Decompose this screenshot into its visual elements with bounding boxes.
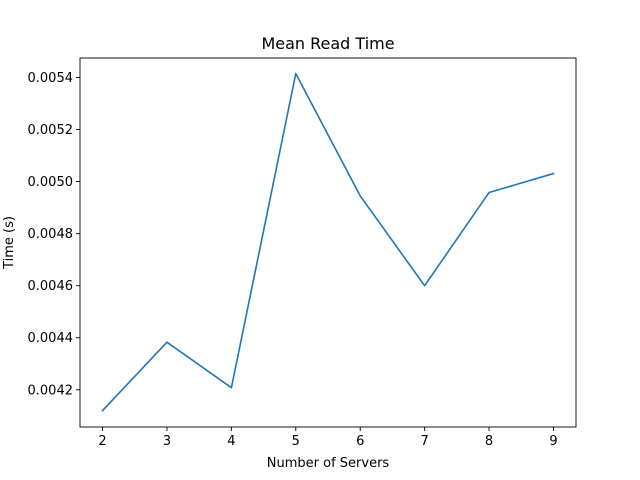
chart-title: Mean Read Time bbox=[261, 34, 394, 53]
x-tick-label: 3 bbox=[163, 434, 171, 449]
data-point bbox=[102, 410, 104, 412]
y-tick-label: 0.0054 bbox=[28, 71, 74, 86]
data-point bbox=[231, 387, 233, 389]
y-tick-label: 0.0048 bbox=[28, 227, 74, 242]
x-tick-label: 8 bbox=[485, 434, 493, 449]
series-line bbox=[101, 72, 555, 412]
y-tick-label: 0.0052 bbox=[28, 123, 74, 138]
x-axis-ticks: 2 3 4 5 6 7 8 9 bbox=[98, 427, 558, 449]
data-point bbox=[488, 192, 490, 194]
x-axis-title: Number of Servers bbox=[267, 456, 390, 471]
x-tick-label: 2 bbox=[98, 434, 106, 449]
plot-area bbox=[79, 57, 577, 428]
data-point bbox=[424, 285, 426, 287]
x-tick-label: 7 bbox=[420, 434, 428, 449]
y-tick-label: 0.0044 bbox=[28, 331, 74, 346]
x-tick-label: 4 bbox=[227, 434, 235, 449]
y-tick-label: 0.0046 bbox=[28, 279, 74, 294]
plot-frame bbox=[79, 57, 577, 428]
y-axis-ticks: 0.0042 0.0044 0.0046 0.0048 0.0050 0.0052 0.00… bbox=[28, 71, 80, 398]
y-tick-label: 0.0042 bbox=[28, 383, 74, 398]
y-tick-label: 0.0050 bbox=[28, 175, 74, 190]
y-axis-title: Time (s) bbox=[2, 216, 17, 270]
data-point bbox=[553, 173, 555, 175]
x-tick-label: 6 bbox=[356, 434, 364, 449]
data-point bbox=[295, 73, 297, 75]
data-point bbox=[359, 195, 361, 197]
x-tick-label: 5 bbox=[292, 434, 300, 449]
data-point bbox=[166, 341, 168, 343]
x-tick-label: 9 bbox=[549, 434, 557, 449]
